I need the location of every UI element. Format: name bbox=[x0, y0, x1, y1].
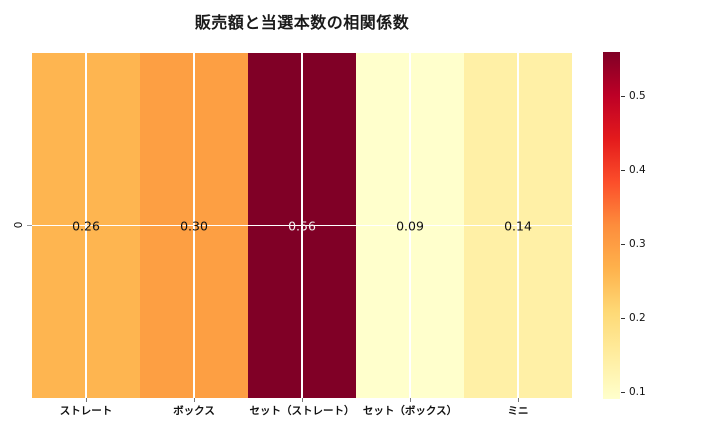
heatmap-cell: 0.14 bbox=[464, 53, 572, 398]
y-axis-label: 0 bbox=[11, 221, 23, 229]
x-axis-category-label: ミニ bbox=[507, 405, 529, 417]
x-axis-tick bbox=[194, 398, 195, 402]
heatmap-cell: 0.56 bbox=[248, 53, 356, 398]
cell-value-label: 0.14 bbox=[504, 218, 532, 233]
x-axis-category-label: ストレート bbox=[59, 405, 113, 417]
colorbar-tick bbox=[621, 243, 625, 245]
colorbar-tick-label: 0.5 bbox=[629, 90, 646, 103]
x-axis-labels: ストレート ボックス セット（ストレート） セット（ボックス） ミニ bbox=[32, 403, 572, 418]
x-axis-tick bbox=[86, 398, 87, 402]
colorbar-tick-label: 0.3 bbox=[629, 237, 646, 250]
horizontal-gridline bbox=[32, 224, 572, 227]
colorbar-tick-label: 0.4 bbox=[629, 164, 646, 177]
heatmap-cell: 0.26 bbox=[32, 53, 140, 398]
x-axis-tick bbox=[302, 398, 303, 402]
colorbar-tick bbox=[621, 170, 625, 172]
chart-title: 販売額と当選本数の相関係数 bbox=[194, 13, 410, 32]
colorbar bbox=[603, 52, 620, 399]
colorbar-tick-label: 0.2 bbox=[629, 311, 646, 324]
heatmap-cell: 0.30 bbox=[140, 53, 248, 398]
cell-value-label: 0.30 bbox=[180, 218, 208, 233]
cell-value-label: 0.09 bbox=[396, 218, 424, 233]
heatmap-cell: 0.09 bbox=[356, 53, 464, 398]
cell-value-label: 0.56 bbox=[288, 218, 316, 233]
x-axis-category-label: セット（ストレート） bbox=[249, 405, 355, 417]
x-axis-category-label: ボックス bbox=[173, 405, 215, 417]
x-axis-category-label: セット（ボックス） bbox=[362, 405, 458, 417]
y-axis-tick bbox=[27, 225, 32, 226]
cell-value-label: 0.26 bbox=[72, 218, 100, 233]
x-axis-tick bbox=[518, 398, 519, 402]
heatmap-plot-area: 0.26 0.30 0.56 0.09 0.14 bbox=[32, 53, 572, 398]
colorbar-tick-label: 0.1 bbox=[629, 385, 646, 398]
colorbar-tick bbox=[621, 96, 625, 98]
x-axis-tick bbox=[410, 398, 411, 402]
colorbar-tick bbox=[621, 391, 625, 393]
colorbar-tick bbox=[621, 317, 625, 319]
